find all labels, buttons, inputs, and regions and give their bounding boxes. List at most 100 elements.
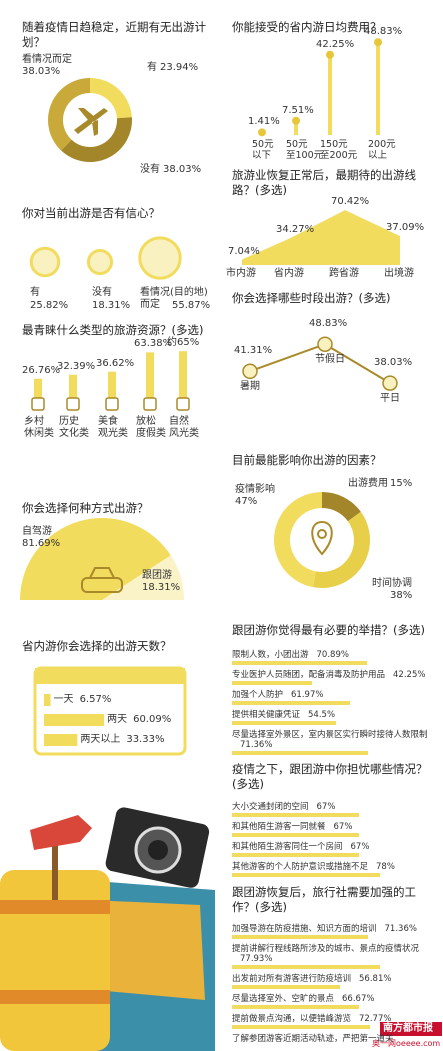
bar [44, 734, 78, 746]
category-label: 50元 以下 [252, 139, 274, 161]
bar-list: 大小交通封闭的空间 67% 和其他陌生游客一同就餐 67% 和其他陌生游客同住一个房间 6… [232, 800, 432, 880]
bar-item: 大小交通封闭的空间 67% [232, 800, 432, 817]
category-label: 看情况(目的地) 而定 [140, 287, 208, 310]
bar-item: 提前做景点沟通，以便错峰游览 72.77% [232, 1012, 432, 1029]
segment-label: 时间协调 [372, 578, 412, 589]
value-label: 56.81% [359, 974, 392, 984]
bar-icon [143, 397, 157, 411]
bar-item: 出发前对所有游客进行防疫培训 56.81% [232, 972, 432, 989]
category-label: 美食 观光类 [98, 416, 128, 439]
bar-item: 提前讲解行程线路所涉及的城市、景点的疫情状况77.93% [232, 942, 432, 969]
value-label: 67% [333, 822, 353, 832]
category-label: 乡村 休闲类 [24, 416, 54, 439]
value-label: 60.09% [133, 714, 172, 725]
value-label: 55.87% [172, 300, 211, 311]
value-label: 47% [235, 496, 258, 507]
bubble [138, 236, 182, 280]
bar [34, 378, 42, 398]
value-label: 18.31% [142, 582, 181, 593]
bar-list: 加强导游在防疫措施、知识方面的培训 71.36% 提前讲解行程线路所涉及的城市、景点… [232, 922, 432, 1047]
value-label: 66.67% [342, 994, 375, 1004]
category-label: 放松 度假类 [136, 416, 166, 439]
airplane-icon [74, 108, 108, 136]
value-label: 70.89% [316, 650, 349, 660]
chart-title: 你能接受的省内游日均费用？ [232, 20, 382, 34]
category-label: 历史 文化类 [59, 416, 89, 439]
camera-lens-inner [148, 840, 168, 860]
bar [44, 694, 51, 706]
bar-item: 了解参团游客近期活动轨迹，严把第一道关 [232, 1032, 432, 1044]
bar [232, 751, 368, 755]
donut-segment [274, 492, 322, 588]
car-roof [89, 567, 115, 579]
segment-label: 疫情影响 [235, 484, 275, 495]
value-label: 63.38% [134, 338, 173, 350]
pin-icon [311, 520, 333, 556]
category-label: 两天 [107, 714, 128, 725]
category-label: 没有 [92, 287, 112, 298]
suitcase-strap [0, 990, 110, 1004]
bar-item: 尽量选择室外、空旷的景点 66.67% [232, 992, 432, 1009]
bar [44, 714, 105, 726]
category-label: 大小交通封闭的空间 [232, 802, 309, 812]
segment-label: 自驾游 [22, 526, 52, 537]
point [317, 336, 333, 352]
column-cap [374, 38, 382, 47]
bar-icon [31, 397, 45, 411]
value-label: 71.36% [384, 924, 417, 934]
category-label: 提前做景点沟通，以便错峰游览 [232, 1014, 352, 1024]
segment-label: 看情况而定 [22, 54, 72, 65]
column [376, 42, 380, 135]
chart-title: 疫情之下，跟团游中你担忧哪些情况？(多选) [232, 762, 428, 791]
category-label: 提前讲解行程线路所涉及的城市、景点的疫情状况 [232, 944, 420, 954]
category-label: 平日 [380, 393, 400, 405]
illustration [0, 807, 215, 1051]
category-label: 和其他陌生游客同住一个房间 [232, 842, 343, 852]
value-label: 54.5% [308, 710, 336, 720]
value-label: 42.25% [393, 670, 426, 680]
bar [232, 873, 381, 877]
bar-item: 专业医护人员随团，配备消毒及防护用品 42.25% [232, 668, 432, 685]
chart-title: 旅游业恢复正常后，最期待的出游线路？(多选) [232, 168, 416, 197]
area [242, 210, 400, 265]
chart-title: 最青睐什么类型的旅游资源？(多选) [22, 323, 204, 337]
calendar-header [35, 668, 185, 684]
suitcase-strap [0, 900, 110, 914]
chart-title: 随着疫情日趋稳定，近期有无出游计划？ [22, 20, 206, 49]
chart-title: 你会选择哪些时段出游？(多选) [232, 291, 391, 305]
bar [232, 935, 368, 939]
bar [232, 965, 381, 969]
column-cap [292, 116, 300, 125]
chart-title: 目前最能影响你出游的因素？ [232, 453, 382, 467]
category-label: 150元 至200元 [320, 139, 358, 161]
bar [232, 721, 336, 725]
value-label: 78% [376, 862, 395, 872]
value-label: 37.09% [386, 222, 425, 234]
value-label: 18.31% [92, 300, 131, 311]
value-label: 48.83% [309, 318, 348, 330]
value-label: 33.33% [126, 734, 165, 745]
chart-title: 跟团游恢复后，旅行社需要加强的工作？(多选) [232, 885, 416, 914]
bar [146, 352, 154, 398]
bar [108, 371, 116, 398]
value-label: 38% [390, 590, 413, 601]
suitcase [0, 870, 110, 1051]
column [294, 120, 298, 135]
column [328, 54, 332, 135]
column-cap [326, 50, 334, 59]
value-label: 25.82% [30, 300, 69, 311]
value-label: 67% [316, 802, 336, 812]
category-label: 加强导游在防疫措施、知识方面的培训 [232, 924, 377, 934]
category-label: 200元 以上 [368, 139, 396, 161]
bar [232, 1025, 371, 1029]
watermark-brand: 南方都市报 [383, 1023, 433, 1034]
value-label: 约65% [167, 337, 200, 349]
bar [232, 661, 367, 665]
bar-item: 和其他陌生游客同住一个房间 67% [232, 840, 432, 857]
category-label: 50元 至100元 [286, 139, 324, 161]
chart-title: 跟团游你觉得最有必要的举措？(多选) [232, 623, 425, 637]
bar [232, 833, 360, 837]
bar-icon [105, 397, 119, 411]
